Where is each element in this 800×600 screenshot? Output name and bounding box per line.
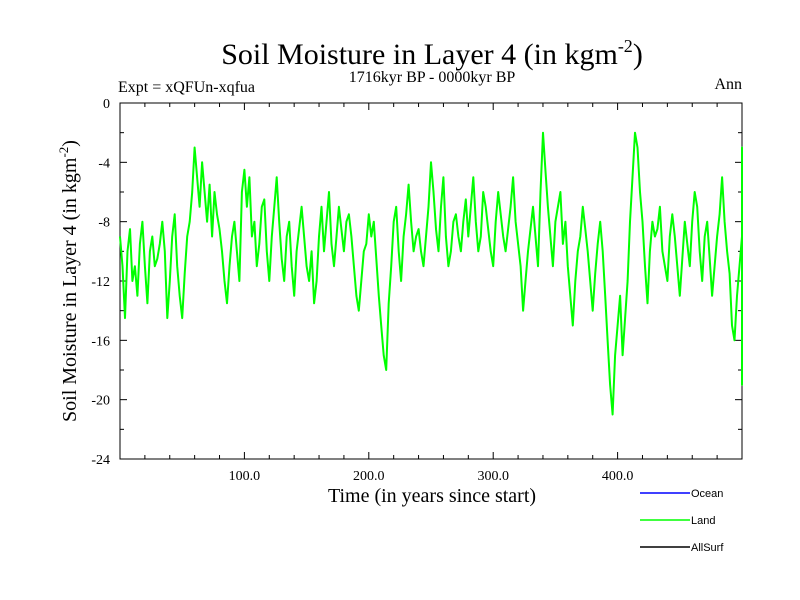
y-axis-title: Soil Moisture in Layer 4 (in kgm-2)	[56, 140, 81, 422]
y-tick-label: -24	[91, 453, 110, 468]
x-tick-label: 400.0	[602, 469, 634, 484]
y-tick-label: -8	[98, 216, 110, 231]
x-axis: 100.0 200.0 300.0 400.0	[144, 103, 718, 484]
legend-label-land: Land	[691, 515, 715, 527]
x-axis-title: Time (in years since start)	[328, 485, 536, 507]
x-tick-label: 200.0	[353, 469, 385, 484]
legend-label-ocean: Ocean	[691, 488, 723, 500]
x-tick-label: 100.0	[229, 469, 261, 484]
expt-label: Expt = xQFUn-xqfua	[118, 79, 255, 96]
season-label: Ann	[714, 76, 742, 93]
y-tick-label: -16	[91, 334, 110, 349]
legend: Ocean Land AllSurf	[640, 488, 724, 554]
chart-title: Soil Moisture in Layer 4 (in kgm-2)	[221, 36, 643, 71]
y-tick-label: -12	[91, 275, 110, 290]
y-tick-label: 0	[103, 97, 110, 112]
chart-subtitle: 1716kyr BP - 0000kyr BP	[349, 69, 516, 86]
x-tick-label: 300.0	[477, 469, 509, 484]
y-tick-label: -4	[98, 156, 110, 171]
series-land-line	[119, 131, 743, 416]
y-axis: 0 -4 -8 -12 -16 -20 -24	[91, 97, 742, 468]
y-tick-label: -20	[91, 394, 110, 409]
legend-label-allsurf: AllSurf	[691, 542, 724, 554]
